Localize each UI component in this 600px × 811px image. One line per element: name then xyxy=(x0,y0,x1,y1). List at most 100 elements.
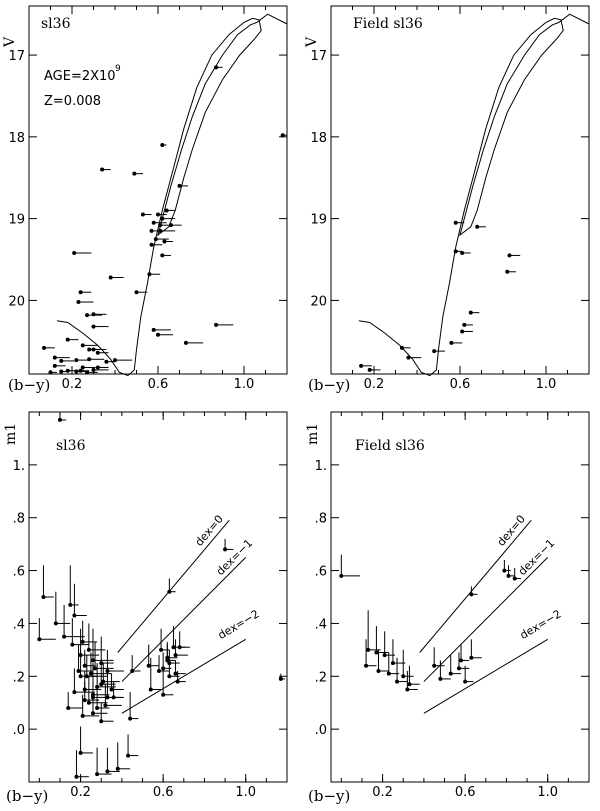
data-point xyxy=(453,249,458,254)
panel-label: sl36 xyxy=(56,438,86,454)
data-point xyxy=(113,358,117,363)
data-point xyxy=(59,358,64,363)
metallicity-line-label: dex=−2 xyxy=(216,607,262,642)
data-point xyxy=(158,223,163,228)
data-point xyxy=(469,655,474,660)
data-point xyxy=(80,639,85,644)
metallicity-line xyxy=(419,520,532,653)
data-point xyxy=(78,290,83,295)
data-point xyxy=(105,695,110,700)
x-tick-label: 0.2 xyxy=(364,377,385,392)
data-point xyxy=(111,695,116,700)
x-tick-label: 1.0 xyxy=(537,785,558,800)
x-tick-label: 0.6 xyxy=(148,377,169,392)
y-axis-label: V xyxy=(2,36,18,48)
data-point xyxy=(173,671,178,676)
y-axis-label: m1 xyxy=(305,423,321,445)
data-point xyxy=(374,650,379,655)
data-point xyxy=(95,706,100,710)
x-tick-label: 0.6 xyxy=(450,377,471,392)
y-tick-label: 1. xyxy=(13,459,25,474)
metallicity-line xyxy=(117,520,230,653)
data-point xyxy=(87,347,92,352)
y-tick-label: 17 xyxy=(8,49,25,64)
x-tick-label: 0.2 xyxy=(372,785,393,800)
data-point xyxy=(432,349,437,354)
panel-m1-field: Field sl36 m1 (b−y) 0.2 0.6 1.0 .0 .2 .4 .6 .8 1… xyxy=(305,411,590,805)
data-point xyxy=(78,368,83,373)
axis-ticks xyxy=(330,6,590,374)
data-point xyxy=(140,212,145,217)
y-tick-label: .8 xyxy=(13,512,25,527)
data-point xyxy=(95,365,100,370)
data-point xyxy=(76,669,81,673)
data-point xyxy=(167,674,172,679)
data-point xyxy=(167,589,172,594)
data-point xyxy=(512,576,517,581)
data-point xyxy=(37,637,42,642)
panel-m1-sl36: sl36 m1 (b−y) 0.2 0.6 1.0 .0 .2 .4 .6 .8 1. dex=… xyxy=(3,411,288,805)
x-axis-label: (b−y) xyxy=(6,787,48,805)
data-point xyxy=(84,674,89,679)
data-point xyxy=(80,713,85,718)
y-tick-label: 19 xyxy=(8,213,25,228)
x-tick-label: 0.6 xyxy=(153,785,174,800)
annotation-age-exponent: 9 xyxy=(115,64,121,74)
annotation-age: AGE=2X10 xyxy=(44,69,116,84)
data-point xyxy=(359,363,364,368)
data-point xyxy=(173,653,178,658)
y-tick-label: .4 xyxy=(13,617,25,632)
x-tick-label: 0.2 xyxy=(70,785,91,800)
data-point xyxy=(507,253,512,258)
data-point xyxy=(432,663,437,668)
data-point xyxy=(72,613,77,618)
data-point xyxy=(156,212,160,217)
x-tick-label: 1.0 xyxy=(234,377,255,392)
data-point xyxy=(68,602,73,607)
data-point xyxy=(86,700,91,705)
data-point xyxy=(367,367,372,372)
data-point xyxy=(128,716,133,721)
data-point xyxy=(161,692,166,697)
data-point xyxy=(160,143,165,148)
data-point xyxy=(160,216,165,221)
data-point xyxy=(91,367,96,372)
data-point xyxy=(90,658,95,663)
data-point xyxy=(382,653,387,658)
y-tick-label: .8 xyxy=(315,512,327,527)
data-point xyxy=(72,690,77,695)
panel-label: Field sl36 xyxy=(353,16,423,32)
y-tick-label: .0 xyxy=(315,723,327,738)
data-point xyxy=(151,220,156,225)
data-point xyxy=(339,573,344,578)
data-point xyxy=(460,329,465,334)
x-axis-label: (b−y) xyxy=(308,376,350,394)
data-point xyxy=(85,313,90,318)
metallicity-line xyxy=(423,557,549,682)
tick-labels: 0.2 0.6 1.0 .0 .2 .4 .6 .8 1. xyxy=(13,459,256,800)
data-points xyxy=(37,412,285,779)
data-point xyxy=(42,345,47,350)
x-tick-label: 0.6 xyxy=(455,785,476,800)
panel-label: Field sl36 xyxy=(355,438,425,454)
data-point xyxy=(65,337,70,342)
data-point xyxy=(100,167,105,172)
data-point xyxy=(405,687,410,692)
data-point xyxy=(395,679,400,684)
y-tick-label: 19 xyxy=(310,213,327,228)
data-point xyxy=(115,766,120,771)
data-point xyxy=(132,171,137,176)
data-point xyxy=(74,369,79,374)
y-axis-label: V xyxy=(304,36,320,48)
data-point xyxy=(177,645,182,650)
data-point xyxy=(390,661,395,666)
y-tick-label: 17 xyxy=(310,49,327,64)
data-point xyxy=(168,223,173,228)
data-point xyxy=(80,365,85,370)
data-point xyxy=(99,682,104,687)
data-point xyxy=(162,239,167,244)
data-point xyxy=(406,355,411,360)
data-point xyxy=(278,676,283,681)
data-point xyxy=(502,568,507,573)
